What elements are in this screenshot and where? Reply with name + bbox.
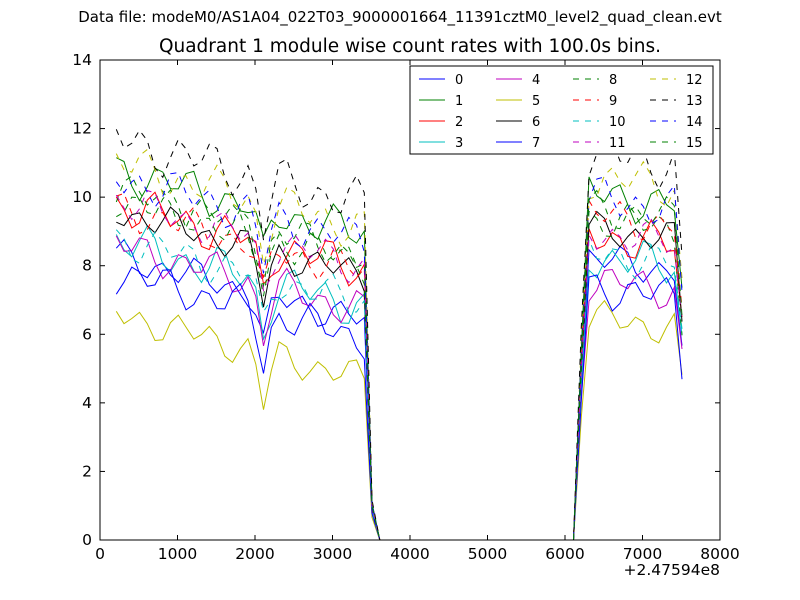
y-tick-label: 4 bbox=[82, 394, 92, 412]
legend-label-7: 7 bbox=[532, 136, 540, 151]
legend-label-0: 0 bbox=[455, 73, 463, 88]
y-tick-label: 10 bbox=[72, 188, 92, 206]
legend-label-6: 6 bbox=[532, 115, 540, 130]
legend-label-8: 8 bbox=[609, 73, 617, 88]
x-axis: 0 1000 2000 3000 4000 5000 6000 7000 8000 bbox=[95, 60, 740, 563]
series-line-2 bbox=[115, 191, 683, 541]
legend-label-10: 10 bbox=[609, 115, 626, 130]
x-tick-label: 2000 bbox=[235, 545, 274, 563]
legend-label-9: 9 bbox=[609, 94, 617, 109]
legend-label-1: 1 bbox=[455, 94, 463, 109]
legend-label-15: 15 bbox=[686, 136, 703, 151]
x-tick-label: 1000 bbox=[158, 545, 197, 563]
series-line-12 bbox=[115, 148, 683, 541]
y-tick-label: 8 bbox=[82, 257, 92, 275]
series-line-14 bbox=[115, 171, 683, 541]
x-tick-label: 4000 bbox=[390, 545, 429, 563]
legend-label-12: 12 bbox=[686, 73, 703, 88]
legend-label-4: 4 bbox=[532, 73, 540, 88]
series-line-10 bbox=[115, 229, 683, 541]
legend-label-13: 13 bbox=[686, 94, 703, 109]
legend-label-3: 3 bbox=[455, 136, 463, 151]
series-line-6 bbox=[116, 206, 683, 541]
series-line-1 bbox=[116, 157, 683, 541]
series-line-5 bbox=[115, 299, 683, 541]
x-tick-label: 8000 bbox=[700, 545, 739, 563]
x-tick-label: 7000 bbox=[623, 545, 662, 563]
series-layer bbox=[115, 129, 683, 541]
x-tick-label: 6000 bbox=[545, 545, 584, 563]
y-tick-label: 14 bbox=[72, 51, 92, 69]
legend-box bbox=[409, 65, 714, 155]
legend-label-11: 11 bbox=[609, 136, 626, 151]
series-line-4 bbox=[115, 235, 683, 541]
series-line-11 bbox=[115, 190, 683, 541]
chart-title: Quadrant 1 module wise count rates with … bbox=[158, 36, 662, 57]
x-tick-label: 5000 bbox=[468, 545, 507, 563]
series-line-8 bbox=[115, 175, 683, 541]
series-line-7 bbox=[115, 266, 683, 541]
legend-label-14: 14 bbox=[686, 115, 703, 130]
series-line-3 bbox=[115, 224, 683, 541]
data-file-header: Data file: modeM0/AS1A04_022T03_90000016… bbox=[78, 8, 722, 26]
y-tick-label: 6 bbox=[82, 325, 92, 343]
y-tick-label: 0 bbox=[82, 531, 92, 549]
x-tick-label: 0 bbox=[95, 545, 105, 563]
series-line-9 bbox=[116, 192, 683, 541]
legend-label-5: 5 bbox=[532, 94, 540, 109]
x-tick-label: 3000 bbox=[313, 545, 352, 563]
y-tick-label: 2 bbox=[82, 462, 92, 480]
legend-label-2: 2 bbox=[455, 115, 463, 130]
series-line-0 bbox=[115, 238, 683, 541]
x-axis-offset-label: +2.47594e8 bbox=[623, 561, 720, 579]
y-tick-label: 12 bbox=[72, 120, 92, 138]
series-line-15 bbox=[116, 188, 683, 541]
